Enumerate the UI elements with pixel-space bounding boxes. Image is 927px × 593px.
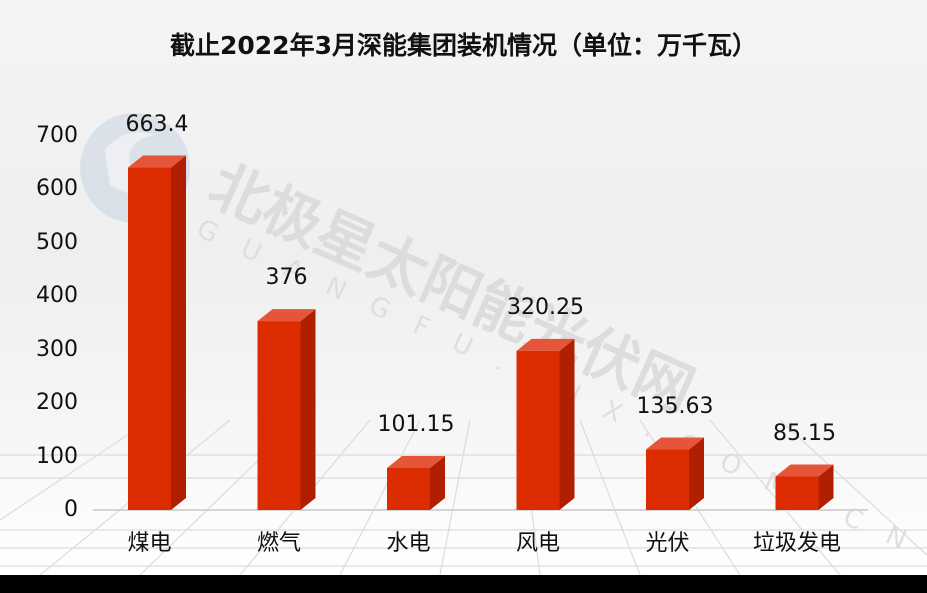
value-label: 101.15 <box>377 411 455 437</box>
bottom-black-strip <box>0 575 927 593</box>
x-category-label: 水电 <box>386 531 431 556</box>
x-category-label: 垃圾发电 <box>752 531 841 556</box>
y-tick-400: 400 <box>36 283 78 308</box>
y-tick-500: 500 <box>36 230 78 255</box>
x-category-label: 光伏 <box>645 531 690 556</box>
y-tick-100: 100 <box>36 444 78 469</box>
value-label: 376 <box>265 265 308 291</box>
chart-title: 截止2022年3月深能集团装机情况（单位：万千瓦） <box>170 31 757 60</box>
y-tick-200: 200 <box>36 390 78 415</box>
x-axis-baseline <box>93 509 868 511</box>
bar <box>387 455 445 510</box>
bar <box>775 464 834 510</box>
y-tick-700: 700 <box>36 123 78 148</box>
x-category-label: 煤电 <box>127 531 172 556</box>
x-category-label: 燃气 <box>256 531 301 556</box>
bar <box>646 437 704 510</box>
value-label: 135.63 <box>636 393 714 419</box>
y-tick-300: 300 <box>36 337 78 362</box>
value-label: 320.25 <box>507 294 584 320</box>
y-tick-0: 0 <box>64 497 78 522</box>
y-tick-600: 600 <box>36 176 78 201</box>
value-label: 85.15 <box>773 420 836 446</box>
bar <box>257 309 316 510</box>
bar <box>516 338 575 510</box>
chart-canvas: 北极星太阳能光伏网 GUANGFU.BJX.COM.CN 截止2022年3月深能… <box>0 0 927 575</box>
bars-svg <box>128 155 834 510</box>
x-category-label: 风电 <box>515 531 560 556</box>
value-label: 663.4 <box>125 111 189 137</box>
bar <box>128 155 186 510</box>
